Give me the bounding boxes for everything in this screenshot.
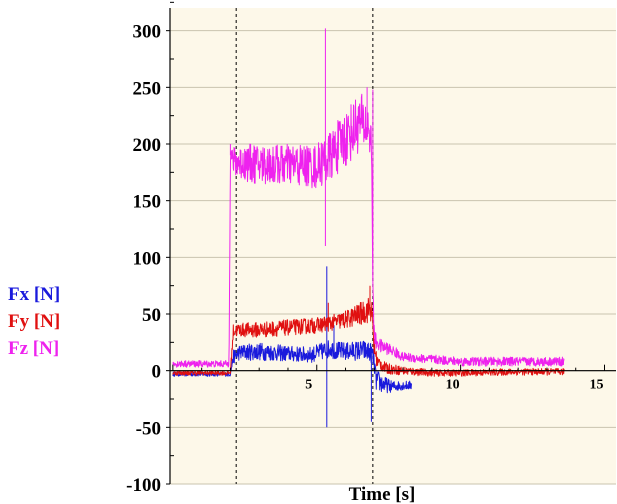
y-tick-label: 100 — [133, 248, 162, 269]
y-tick-label: 200 — [133, 135, 162, 156]
x-tick-labels: 5 10 15 — [305, 378, 603, 393]
plot-background — [170, 8, 616, 484]
series-layer — [172, 28, 565, 428]
legend: Fx [N] Fy [N] Fz [N] — [8, 284, 60, 359]
legend-entry: Fz [N] — [8, 338, 59, 359]
y-tick-labels: -100 -50 0 50 100 150 200 250 300 — [126, 22, 161, 496]
x-axis-label: Time [s] — [349, 484, 416, 504]
x-tick-label: 5 — [305, 378, 312, 393]
vertical-markers — [235, 8, 374, 484]
x-tick-label: 10 — [446, 378, 460, 393]
y-tick-label: -100 — [126, 475, 161, 496]
y-tick-label: 300 — [133, 22, 162, 43]
y-tick-label: -50 — [136, 418, 161, 439]
legend-entry: Fx [N] — [8, 284, 60, 305]
series-line — [172, 266, 412, 428]
y-tick-label: 150 — [133, 192, 162, 213]
y-tick-label: 50 — [142, 305, 161, 326]
axes — [166, 1, 616, 485]
legend-entry: Fy [N] — [8, 311, 60, 332]
series-line — [172, 28, 565, 368]
x-tick-label: 15 — [589, 378, 603, 393]
y-tick-label: 0 — [152, 362, 162, 383]
series-line — [172, 285, 565, 377]
y-tick-label: 250 — [133, 78, 162, 99]
